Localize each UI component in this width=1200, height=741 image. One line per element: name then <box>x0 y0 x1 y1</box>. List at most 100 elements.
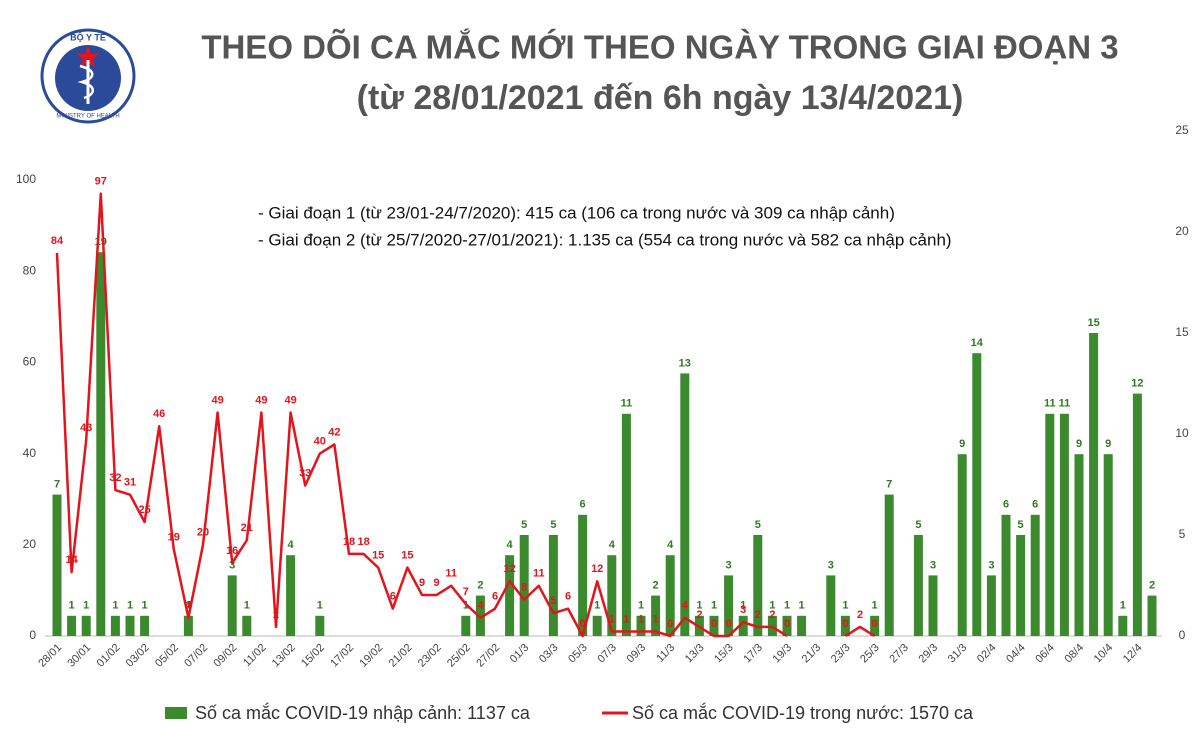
bar-value-label: 15 <box>1087 317 1099 329</box>
bar <box>52 494 62 636</box>
bar-value-label: 5 <box>755 519 761 531</box>
bar <box>1074 454 1084 636</box>
line <box>55 192 876 638</box>
line-value-label: 7 <box>463 586 469 598</box>
bar <box>578 514 588 636</box>
x-tick-label: 06/4 <box>1033 642 1057 666</box>
line-value-label: 9 <box>434 577 440 589</box>
logo-top-text: BỘ Y TẾ <box>70 31 106 42</box>
bar-value-label: 9 <box>959 438 965 450</box>
bar <box>125 615 135 636</box>
line-value-label: 0 <box>842 618 848 630</box>
x-tick-label: 05/3 <box>566 642 590 666</box>
bar-value-label: 1 <box>142 600 148 612</box>
line-value-label: 25 <box>138 504 150 516</box>
bar-value-label: 11 <box>1044 398 1056 410</box>
line-value-label: 2 <box>769 609 775 621</box>
bar-value-label: 3 <box>988 559 994 571</box>
line-value-label: 21 <box>241 522 253 534</box>
x-tick-label: 11/3 <box>654 642 677 665</box>
line-value-label: 8 <box>521 581 527 593</box>
line-value-label: 18 <box>357 536 369 548</box>
line-value-label: 6 <box>390 591 396 603</box>
bar <box>753 535 763 636</box>
bar <box>651 595 661 636</box>
bar <box>607 555 617 636</box>
bar <box>110 615 120 636</box>
line-value-label: 16 <box>226 545 238 557</box>
bar <box>227 575 237 636</box>
bar <box>1132 393 1142 636</box>
y-tick-label: 0 <box>29 628 36 642</box>
line-value-label: 1 <box>609 613 615 625</box>
bar-value-label: 9 <box>1105 438 1111 450</box>
line-value-label: 12 <box>591 563 603 575</box>
x-tick-label: 03/02 <box>124 642 152 670</box>
line-value-label: 6 <box>492 591 498 603</box>
bar-value-label: 1 <box>872 600 878 612</box>
bar-value-label: 1 <box>769 600 775 612</box>
logo: BỘ Y TẾ MINISTRY OF HEALTH <box>40 28 136 124</box>
bar-value-label: 12 <box>1131 378 1143 390</box>
bar-value-label: 3 <box>229 559 235 571</box>
x-tick-label: 31/3 <box>946 642 970 666</box>
bar <box>680 373 690 636</box>
bar-value-label: 4 <box>667 539 674 551</box>
line-value-label: 0 <box>711 618 717 630</box>
bar <box>986 575 996 636</box>
bar <box>1001 514 1011 636</box>
line-value-label: 0 <box>784 618 790 630</box>
bar <box>461 615 471 636</box>
bar <box>884 494 894 636</box>
bar <box>1089 333 1099 636</box>
bar-value-label: 3 <box>930 559 936 571</box>
x-tick-label: 21/3 <box>800 642 824 666</box>
y2-tick-label: 15 <box>1175 325 1189 339</box>
x-tick-label: 15/3 <box>712 642 736 666</box>
bar-value-label: 13 <box>679 357 691 369</box>
bar <box>636 615 646 636</box>
bar-value-label: 1 <box>83 600 89 612</box>
x-tick-label: 29/3 <box>917 642 941 666</box>
y-tick-label: 80 <box>23 263 37 277</box>
bar <box>972 353 982 636</box>
bar <box>81 615 91 636</box>
y2-tick-label: 10 <box>1175 426 1189 440</box>
bar <box>1103 454 1113 636</box>
line-value-label: 1 <box>653 613 659 625</box>
bar-value-label: 1 <box>638 600 644 612</box>
x-tick-label: 10/4 <box>1092 642 1116 666</box>
x-tick-label: 11/02 <box>241 642 268 669</box>
x-tick-label: 21/02 <box>387 642 415 670</box>
x-tick-label: 08/4 <box>1063 642 1087 666</box>
bar <box>475 595 485 636</box>
x-tick-label: 30/01 <box>65 642 93 670</box>
line-value-label: 4 <box>185 600 192 612</box>
line-value-label: 11 <box>445 568 457 580</box>
bar <box>1118 615 1128 636</box>
x-tick-label: 13/3 <box>683 642 707 666</box>
line-value-label: 5 <box>550 595 556 607</box>
x-tick-label: 09/02 <box>211 642 239 670</box>
line-value-label: 18 <box>343 536 355 548</box>
line-value-label: 97 <box>95 176 107 188</box>
bar <box>96 252 106 636</box>
line-value-label: 11 <box>533 568 545 580</box>
bar <box>519 535 529 636</box>
x-tick-label: 01/3 <box>508 642 532 666</box>
bar <box>1016 535 1026 636</box>
y-tick-label: 20 <box>23 537 37 551</box>
x-tick-label: 27/02 <box>474 642 502 670</box>
line-value-label: 15 <box>401 550 413 562</box>
bar-value-label: 5 <box>521 519 527 531</box>
x-tick-label: 02/4 <box>975 642 999 666</box>
bar-value-label: 4 <box>288 539 295 551</box>
x-tick-label: 25/02 <box>445 642 473 670</box>
line-value-label: 49 <box>284 394 296 406</box>
line-value-label: 0 <box>580 618 586 630</box>
bar <box>957 454 967 636</box>
bar-value-label: 1 <box>740 600 746 612</box>
x-tick-label: 17/3 <box>741 642 765 666</box>
legend-label: Số ca mắc COVID-19 trong nước: 1570 ca <box>632 702 974 723</box>
bar-value-label: 4 <box>507 539 514 551</box>
